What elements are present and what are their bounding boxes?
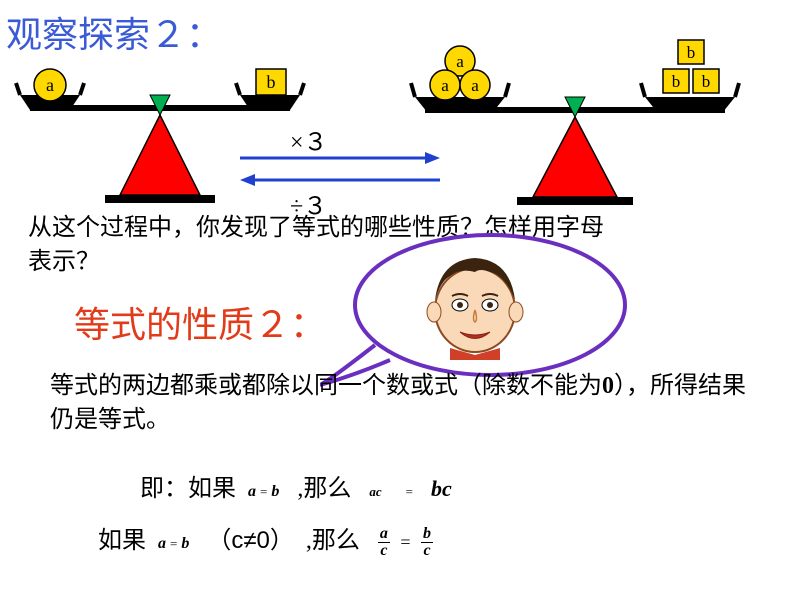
boy-face-icon <box>420 250 530 360</box>
svg-text:a: a <box>46 75 54 95</box>
f2-lden: c <box>378 543 390 559</box>
scale-right: a a a b b b <box>395 35 755 210</box>
f2-rnum: b <box>421 526 433 543</box>
formula1-prefix: 即：如果 <box>140 476 236 502</box>
svg-text:b: b <box>267 72 276 92</box>
formula-divide: 如果 a = b （c≠0） ,那么 ac = bc <box>98 520 433 559</box>
svg-text:b: b <box>702 72 711 91</box>
formula1-mid: ,那么 <box>297 476 351 502</box>
svg-text:a: a <box>441 76 449 95</box>
f2-rden: c <box>421 543 433 559</box>
multiply-label: ×３ <box>290 122 328 157</box>
formula2-mid: ,那么 <box>306 528 360 554</box>
arrow-left <box>240 170 440 190</box>
svg-text:a: a <box>471 76 479 95</box>
property-text: 等式的两边都乘或都除以同一个数或式（除数不能为0），所得结果仍是等式。 <box>50 370 750 437</box>
svg-text:a: a <box>456 52 464 71</box>
arrow-right <box>240 148 440 168</box>
property-title: 等式的性质２： <box>74 296 326 348</box>
f2-lnum: a <box>378 526 390 543</box>
svg-text:b: b <box>672 72 681 91</box>
svg-text:b: b <box>687 43 696 62</box>
formula-multiply: 即：如果 a = b ,那么 ac = bc <box>140 468 452 503</box>
formula2-prefix: 如果 <box>98 528 146 554</box>
page-title: 观察探索２： <box>6 6 222 58</box>
